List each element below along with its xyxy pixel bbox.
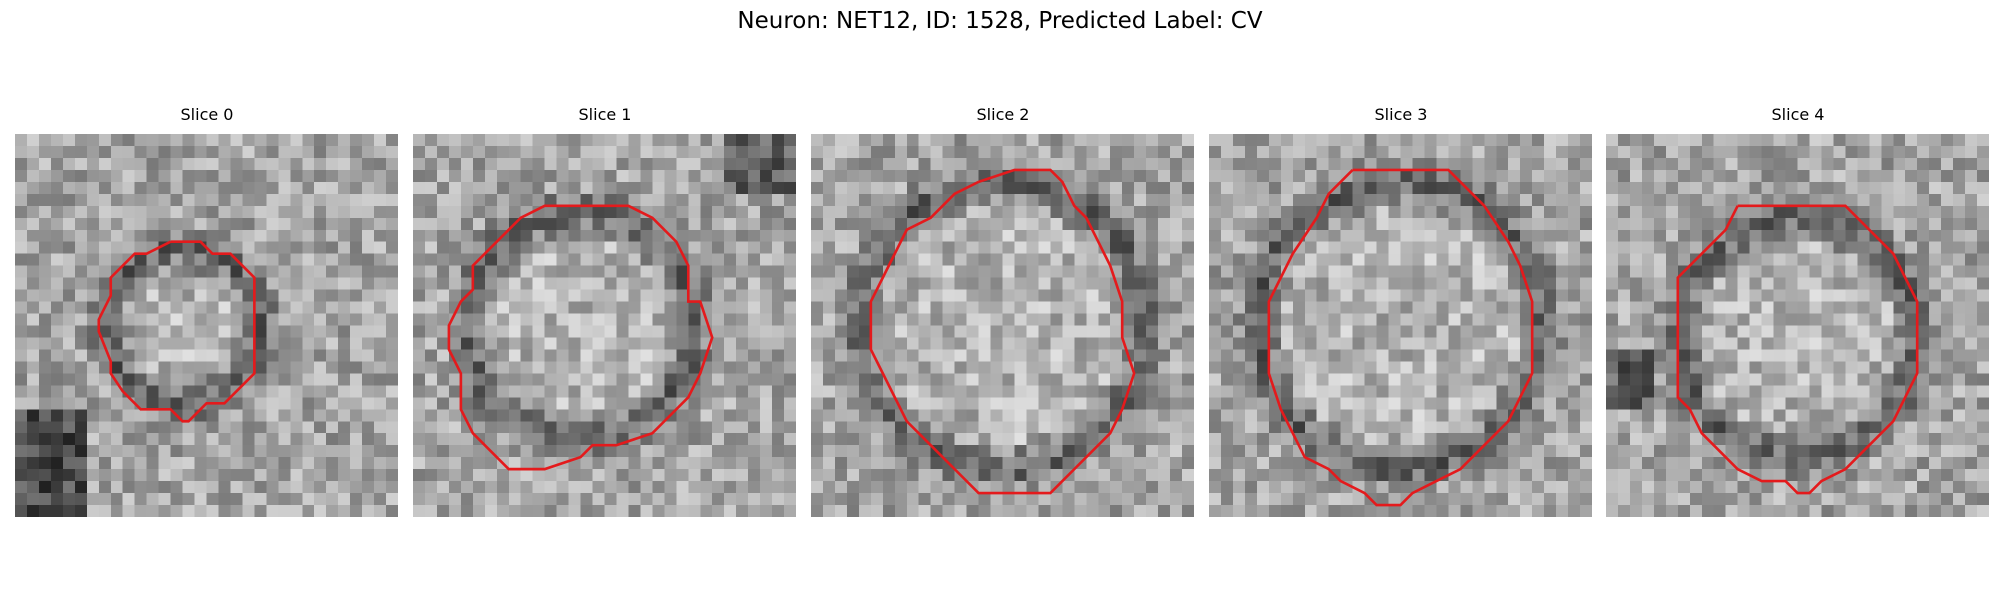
slice-title: Slice 3 (1374, 105, 1428, 124)
slice-image (1209, 134, 1592, 517)
neuron-outline (97, 240, 256, 423)
slice-image (15, 134, 398, 517)
slice-image (811, 134, 1194, 517)
neuron-outline (1676, 204, 1919, 495)
slice-image (413, 134, 796, 517)
slice-image-svg (811, 134, 1194, 517)
neuron-outline (1267, 168, 1534, 507)
pixel-grid (1209, 134, 1592, 517)
slice-title: Slice 2 (976, 105, 1030, 124)
slice-title: Slice 0 (180, 105, 234, 124)
pixel-grid (413, 134, 796, 517)
pixel-grid (811, 134, 1194, 517)
figure-title: Neuron: NET12, ID: 1528, Predicted Label… (737, 8, 1263, 34)
slice-title: Slice 4 (1771, 105, 1825, 124)
neuron-outline (447, 204, 714, 471)
pixel-grid (15, 134, 398, 517)
slice-image-svg (15, 134, 398, 517)
slice-image-svg (413, 134, 796, 517)
neuron-outline (869, 168, 1136, 495)
slice-image-svg (1606, 134, 1989, 517)
slice-image-svg (1209, 134, 1592, 517)
slice-title: Slice 1 (578, 105, 632, 124)
slice-image (1606, 134, 1989, 517)
pixel-grid (1606, 134, 1989, 517)
